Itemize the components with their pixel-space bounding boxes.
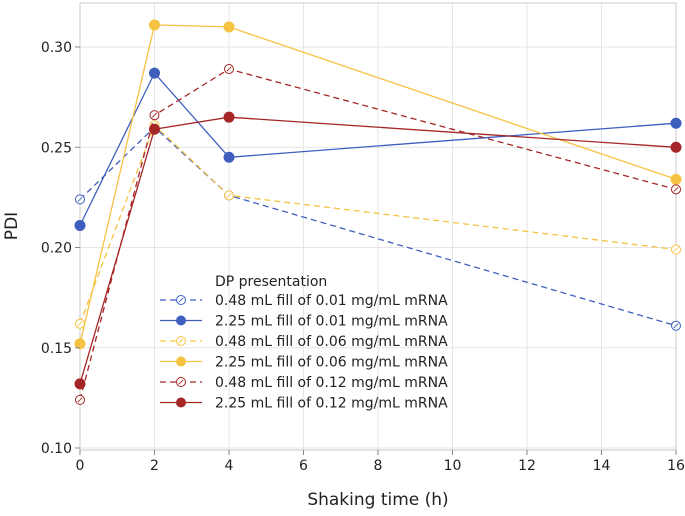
y-tick-label: 0.10 (41, 441, 72, 457)
x-tick-label: 0 (76, 458, 85, 474)
y-axis-title: PDI (2, 212, 22, 240)
legend: DP presentation 0.48 mL fill of 0.01 mg/… (160, 274, 448, 412)
legend-item: 0.48 mL fill of 0.01 mg/mL mRNA (160, 293, 448, 309)
legend-marker (176, 397, 186, 408)
data-point-slash (673, 323, 679, 329)
legend-title: DP presentation (215, 274, 327, 290)
x-tick-label: 4 (225, 458, 234, 474)
legend-label: 2.25 mL fill of 0.01 mg/mL mRNA (215, 314, 448, 330)
data-point (670, 173, 682, 185)
data-point-slash (673, 186, 679, 192)
legend-marker (176, 356, 186, 367)
series-line (79, 126, 677, 327)
y-axis-ticks: 0.10 0.15 0.20 0.25 0.30 (41, 40, 80, 457)
data-point-slash (226, 192, 232, 198)
x-tick-label: 2 (150, 458, 159, 474)
y-tick-label: 0.15 (41, 341, 72, 357)
data-point (74, 378, 86, 390)
data-point (74, 338, 86, 350)
x-axis-title: Shaking time (h) (307, 490, 448, 510)
data-point (670, 117, 682, 129)
x-axis-ticks: 0 2 4 6 8 10 12 14 16 (76, 450, 685, 474)
series-layer (74, 19, 682, 405)
data-point-slash (226, 66, 232, 72)
data-point (74, 219, 86, 231)
x-tick-label: 10 (444, 458, 462, 474)
series-line (79, 24, 677, 344)
legend-marker (176, 315, 186, 326)
legend-label: 2.25 mL fill of 0.12 mg/mL mRNA (215, 396, 448, 412)
x-tick-label: 8 (374, 458, 383, 474)
legend-item: 2.25 mL fill of 0.01 mg/mL mRNA (160, 314, 448, 330)
data-point (223, 21, 235, 33)
data-point-slash (77, 321, 83, 327)
legend-label: 0.48 mL fill of 0.12 mg/mL mRNA (215, 375, 448, 391)
data-point (223, 111, 235, 123)
x-tick-label: 16 (667, 458, 685, 474)
legend-item: 0.48 mL fill of 0.06 mg/mL mRNA (160, 334, 448, 350)
series-line (79, 124, 677, 324)
series-line (79, 71, 677, 226)
legend-label: 0.48 mL fill of 0.06 mg/mL mRNA (215, 334, 448, 350)
y-tick-label: 0.20 (41, 241, 72, 257)
data-point-slash (77, 397, 83, 403)
data-point-slash (77, 196, 83, 202)
data-point (670, 141, 682, 153)
data-point (149, 67, 160, 79)
data-point (149, 19, 160, 31)
x-tick-label: 12 (518, 458, 536, 474)
series-5 (75, 64, 681, 405)
legend-marker-slash (178, 297, 184, 303)
legend-label: 2.25 mL fill of 0.06 mg/mL mRNA (215, 355, 448, 371)
data-point (149, 123, 160, 135)
y-tick-label: 0.30 (41, 40, 72, 56)
series-line (79, 68, 677, 401)
legend-item: 2.25 mL fill of 0.12 mg/mL mRNA (160, 396, 448, 412)
legend-item: 0.48 mL fill of 0.12 mg/mL mRNA (160, 375, 448, 391)
series-line (79, 116, 677, 384)
data-point-slash (673, 246, 679, 253)
x-tick-label: 14 (593, 458, 611, 474)
legend-marker-slash (178, 379, 184, 385)
data-point (223, 151, 235, 163)
legend-marker-slash (178, 338, 184, 344)
series-6 (74, 111, 682, 390)
series-4 (74, 19, 682, 350)
x-tick-label: 6 (299, 458, 308, 474)
legend-item: 2.25 mL fill of 0.06 mg/mL mRNA (160, 355, 448, 371)
data-point-slash (151, 112, 158, 118)
grid (80, 3, 677, 450)
legend-label: 0.48 mL fill of 0.01 mg/mL mRNA (215, 293, 448, 309)
series-2 (74, 67, 682, 231)
y-tick-label: 0.25 (41, 140, 72, 156)
